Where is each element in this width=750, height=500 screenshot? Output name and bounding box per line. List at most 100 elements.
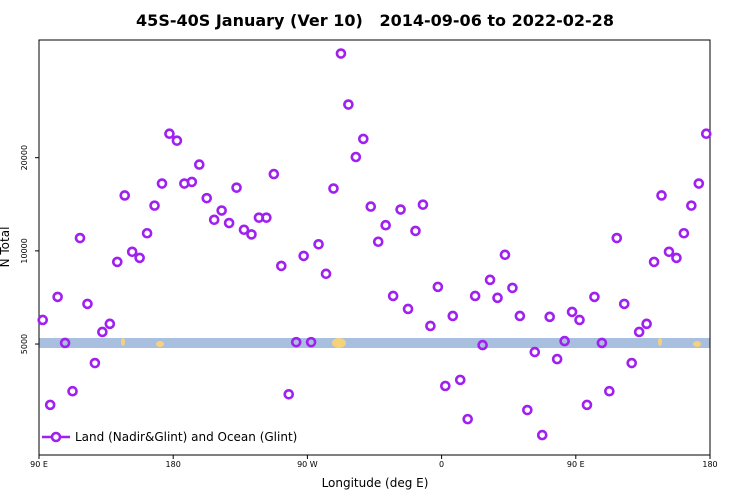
point: [387, 290, 399, 302]
point: [156, 178, 168, 189]
point: [111, 256, 123, 268]
point: [126, 246, 138, 258]
point: [380, 219, 391, 231]
point: [417, 199, 429, 210]
point: [693, 178, 705, 189]
point: [618, 298, 630, 310]
point: [149, 200, 160, 211]
point: [454, 374, 466, 386]
point: [671, 252, 682, 264]
point: [522, 404, 533, 416]
point: [343, 99, 354, 110]
point: [566, 306, 578, 318]
point: [298, 250, 309, 262]
point: [89, 357, 101, 369]
point: [276, 260, 287, 272]
point: [499, 249, 511, 261]
point: [320, 268, 332, 280]
point: [402, 303, 414, 315]
point: [477, 339, 488, 351]
point: [559, 335, 570, 347]
y-axis-label: N Total: [0, 227, 12, 268]
x-tick-label: 90 W: [297, 460, 318, 469]
point: [44, 399, 56, 411]
plot-frame: [38, 39, 711, 456]
point: [238, 224, 250, 236]
point: [484, 274, 496, 286]
point: [171, 135, 183, 146]
point: [37, 314, 49, 326]
point: [604, 385, 615, 397]
point: [432, 281, 444, 293]
y-tick-label: 20000: [20, 145, 29, 170]
legend-label: Land (Nadir&Glint) and Ocean (Glint): [75, 430, 297, 444]
point: [67, 385, 78, 397]
point: [514, 310, 526, 322]
point: [52, 291, 63, 303]
point: [648, 256, 660, 268]
point: [104, 318, 116, 330]
point: [305, 336, 317, 348]
point: [686, 200, 697, 211]
chart-title: 45S-40S January (Ver 10) 2014-09-06 to 2…: [136, 11, 614, 30]
point: [216, 205, 227, 216]
point: [544, 311, 556, 323]
point: [74, 232, 86, 244]
x-tick-label: 180: [166, 460, 181, 469]
land-patches: [121, 338, 701, 348]
point: [574, 314, 585, 326]
point: [425, 320, 436, 332]
point: [358, 133, 369, 145]
y-tick-label: 5000: [20, 334, 29, 354]
point: [97, 326, 108, 338]
point: [246, 229, 257, 240]
x-tick-label: 180: [702, 460, 717, 469]
point: [462, 413, 473, 425]
point: [164, 128, 175, 140]
point: [641, 318, 652, 330]
point: [134, 252, 145, 264]
point: [290, 336, 302, 348]
ocean-band: [39, 338, 710, 348]
point: [536, 429, 548, 441]
point: [551, 353, 563, 365]
point: [410, 225, 421, 237]
point: [581, 399, 593, 411]
point: [633, 326, 645, 338]
point: [700, 128, 712, 140]
point: [82, 298, 93, 310]
point: [589, 291, 600, 303]
point: [507, 282, 518, 294]
x-tick-label: 0: [439, 460, 444, 469]
point: [119, 190, 131, 201]
point: [186, 176, 198, 188]
point: [268, 168, 280, 180]
point: [611, 232, 623, 244]
x-tick-label: 90 E: [567, 460, 585, 469]
y-tick-label: 10000: [20, 238, 29, 263]
point: [328, 183, 339, 194]
point: [596, 337, 608, 349]
point: [372, 236, 384, 248]
point: [529, 346, 541, 358]
point: [447, 310, 459, 322]
point: [208, 214, 220, 226]
legend-marker: [50, 431, 62, 443]
point: [261, 212, 272, 223]
point: [313, 238, 324, 250]
point: [59, 337, 71, 349]
x-axis-label: Longitude (deg E): [322, 476, 429, 490]
point: [193, 159, 205, 170]
point: [231, 182, 242, 193]
point: [350, 151, 362, 163]
point: [678, 227, 690, 239]
point: [663, 246, 675, 258]
point: [395, 204, 406, 215]
point: [283, 388, 295, 400]
point: [141, 227, 153, 239]
point: [440, 380, 451, 392]
point: [335, 48, 347, 59]
point: [223, 217, 235, 229]
